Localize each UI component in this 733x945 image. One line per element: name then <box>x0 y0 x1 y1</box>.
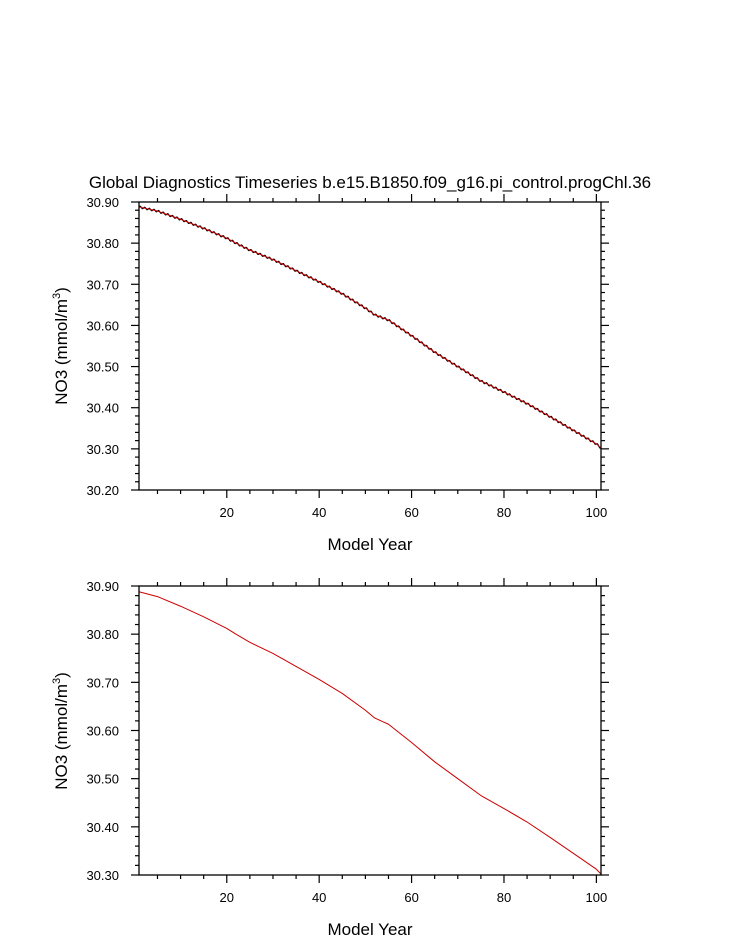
panel-bottom-y-tick-label: 30.60 <box>86 724 119 739</box>
panel-bottom: 30.30 30.40 30.50 30.60 30.70 30.80 30.90 20 40… <box>51 578 609 939</box>
panel-top-x-tick-label: 40 <box>312 505 326 520</box>
panel-top-x-tick-label: 100 <box>586 505 608 520</box>
panel-top-x-tick-label: 60 <box>404 505 418 520</box>
panel-top-y-tick-labels: 30.20 30.30 30.40 30.50 30.60 30.70 30.80 30.90 <box>86 195 119 498</box>
panel-top-x-tick-labels: 20 40 60 80 100 <box>220 505 608 520</box>
panel-bottom-x-axis-label: Model Year <box>327 920 412 939</box>
panel-bottom-y-tick-labels: 30.30 30.40 30.50 30.60 30.70 30.80 30.90 <box>86 579 119 883</box>
panel-bottom-ticks <box>131 578 609 883</box>
panel-top-y-tick-label: 30.60 <box>86 318 119 333</box>
panel-bottom-series-line-1 <box>138 591 602 875</box>
panel-top-y-tick-label: 30.70 <box>86 277 119 292</box>
panel-bottom-y-tick-label: 30.50 <box>86 772 119 787</box>
panel-top: 30.20 30.30 30.40 30.50 30.60 30.70 30.80 30.90… <box>51 194 609 554</box>
panel-top-frame <box>138 201 602 491</box>
panel-bottom-y-tick-label: 30.80 <box>86 627 119 642</box>
panel-top-series-line-2 <box>138 206 602 449</box>
panel-top-ticks <box>131 194 609 498</box>
panel-top-series <box>138 205 602 449</box>
figure-title: Global Diagnostics Timeseries b.e15.B185… <box>89 173 651 192</box>
panel-top-y-axis-label-main: NO3 (mmol/m <box>52 299 71 405</box>
panel-top-y-axis-label: NO3 (mmol/m3) <box>51 287 71 405</box>
panel-top-y-tick-label: 30.30 <box>86 442 119 457</box>
panel-top-y-tick-label: 30.90 <box>86 195 119 210</box>
panel-bottom-series <box>138 591 602 875</box>
panel-top-x-axis-label: Model Year <box>327 535 412 554</box>
panel-bottom-y-tick-label: 30.70 <box>86 675 119 690</box>
panel-bottom-y-tick-label: 30.90 <box>86 579 119 594</box>
panel-bottom-x-tick-label: 40 <box>312 890 326 905</box>
panel-top-y-tick-label: 30.40 <box>86 401 119 416</box>
panel-top-x-tick-label: 20 <box>220 505 234 520</box>
panel-bottom-x-tick-label: 60 <box>404 890 418 905</box>
panel-top-y-axis-label-tail: ) <box>52 287 71 293</box>
panel-bottom-y-axis-label-main: NO3 (mmol/m <box>52 684 71 790</box>
panel-bottom-y-tick-label: 30.30 <box>86 868 119 883</box>
panel-top-series-line-1 <box>138 205 602 449</box>
panel-top-y-tick-label: 30.20 <box>86 483 119 498</box>
panel-bottom-frame <box>138 585 602 876</box>
panel-top-y-tick-label: 30.50 <box>86 360 119 375</box>
panel-bottom-y-tick-label: 30.40 <box>86 820 119 835</box>
panel-bottom-y-axis-label: NO3 (mmol/m3) <box>51 672 71 790</box>
panel-bottom-y-axis-label-sup: 3 <box>51 678 63 684</box>
panel-bottom-y-axis-label-tail: ) <box>52 672 71 678</box>
panel-top-y-axis-label-sup: 3 <box>51 293 63 299</box>
panel-top-x-tick-label: 80 <box>497 505 511 520</box>
panel-bottom-x-tick-labels: 20 40 60 80 100 <box>220 890 608 905</box>
panel-bottom-x-tick-label: 80 <box>497 890 511 905</box>
panel-top-y-tick-label: 30.80 <box>86 236 119 251</box>
panel-bottom-x-tick-label: 20 <box>220 890 234 905</box>
panel-bottom-x-tick-label: 100 <box>586 890 608 905</box>
